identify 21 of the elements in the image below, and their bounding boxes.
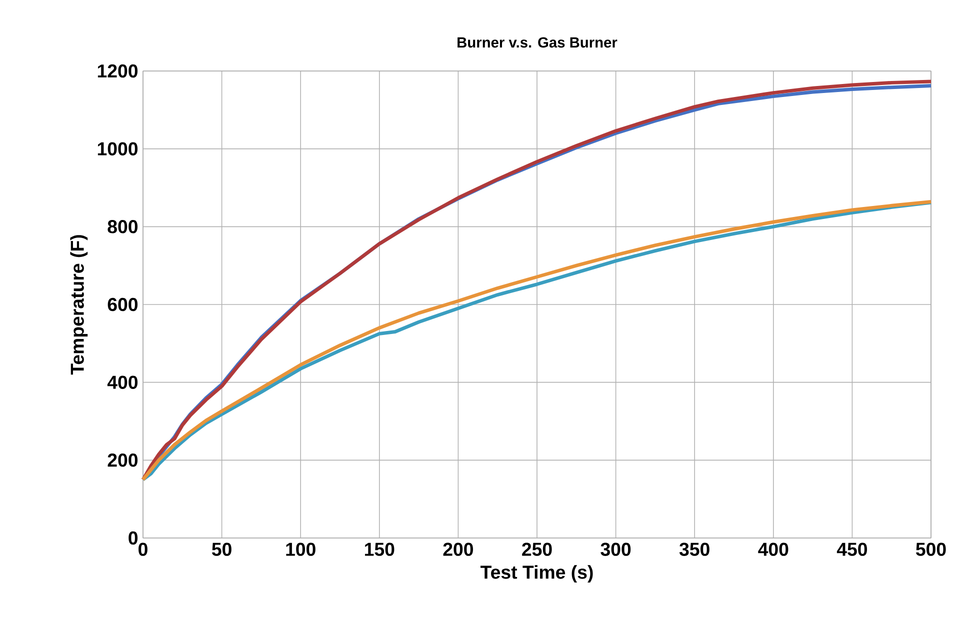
x-tick-label: 300 bbox=[600, 542, 631, 556]
x-tick-label: 350 bbox=[679, 542, 710, 556]
x-axis-title: Test Time (s) bbox=[480, 565, 593, 583]
y-tick-label: 600 bbox=[108, 298, 138, 312]
y-axis-title: Temperature (F) bbox=[70, 235, 88, 375]
chart-title: Burner v.s. Gas Burner bbox=[458, 37, 618, 48]
x-tick-label: 450 bbox=[836, 542, 868, 556]
x-tick-label: 400 bbox=[758, 542, 788, 556]
y-tick-label: 800 bbox=[108, 220, 138, 234]
x-tick-label: 250 bbox=[522, 542, 552, 556]
x-tick-label: 500 bbox=[916, 542, 946, 556]
y-tick-label: 0 bbox=[128, 531, 138, 545]
x-tick-label: 200 bbox=[443, 542, 474, 556]
y-tick-label: 1000 bbox=[98, 142, 138, 156]
x-tick-label: 50 bbox=[212, 542, 232, 556]
y-tick-label: 200 bbox=[108, 454, 138, 467]
x-tick-label: 0 bbox=[138, 542, 148, 556]
x-tick-label: 150 bbox=[365, 542, 394, 556]
y-tick-label: 400 bbox=[107, 376, 138, 389]
y-tick-label: 1200 bbox=[98, 64, 138, 78]
x-tick-label: 100 bbox=[286, 542, 316, 556]
